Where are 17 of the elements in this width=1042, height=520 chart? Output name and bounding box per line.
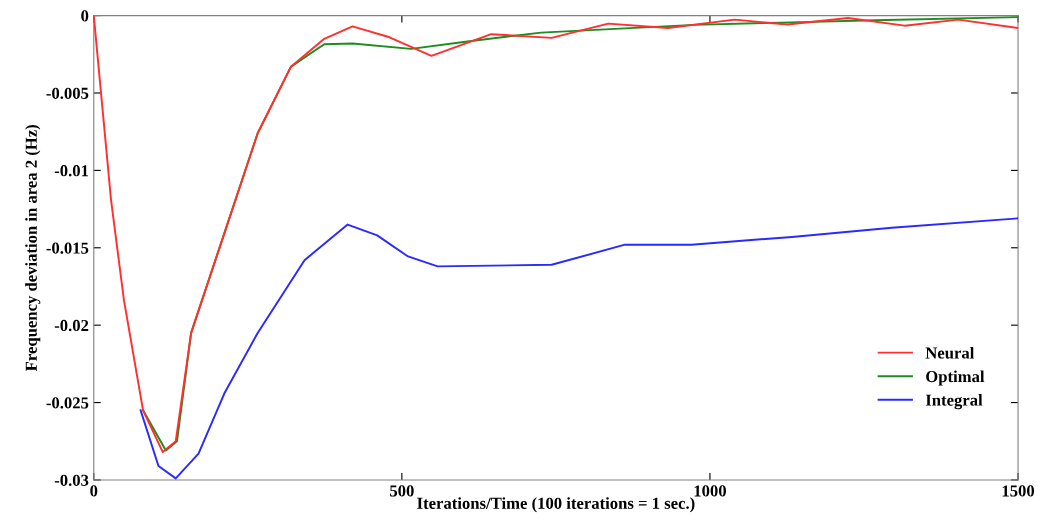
y-axis-title: Frequency deviation in area 2 (Hz) xyxy=(25,124,41,372)
legend-label: Neural xyxy=(925,346,975,359)
line-series xyxy=(139,217,1019,480)
y-tick-label: -0.01 xyxy=(54,165,89,177)
y-tick-label: -0.015 xyxy=(46,242,89,254)
x-tick-label: 1500 xyxy=(1002,485,1035,497)
y-tick-label: 0 xyxy=(81,10,89,22)
legend-label: Optimal xyxy=(926,370,985,386)
x-tick-label: 0 xyxy=(90,485,98,497)
y-tick-label: -0.025 xyxy=(46,397,89,409)
x-tick-label: 1000 xyxy=(694,485,726,497)
x-axis-title: Iterations/Time (100 iterations = 1 sec.) xyxy=(417,497,695,513)
y-tick-label: -0.03 xyxy=(54,474,89,486)
y-tick-label: -0.005 xyxy=(46,87,89,100)
y-tick-label: -0.02 xyxy=(54,319,89,332)
x-tick-label: 500 xyxy=(390,485,414,497)
legend-label: Integral xyxy=(925,393,983,410)
